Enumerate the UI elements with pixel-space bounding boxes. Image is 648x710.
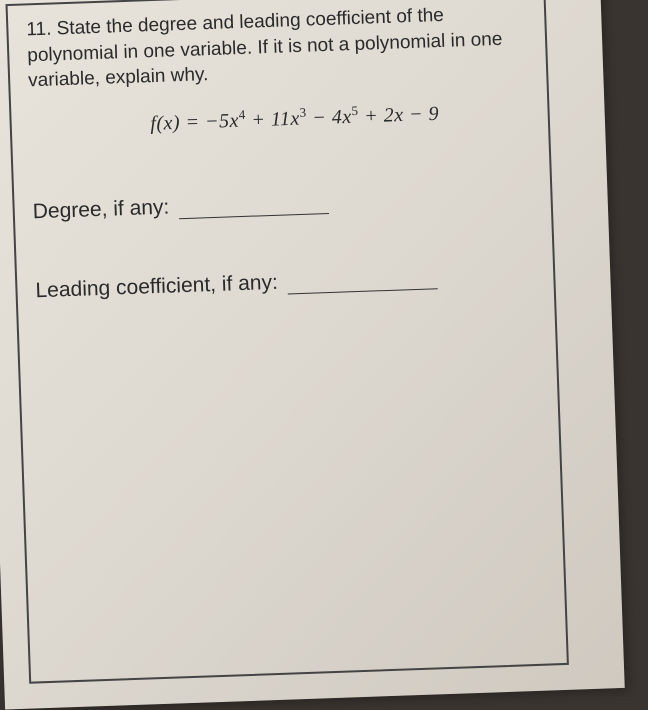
worksheet-paper: 11. State the degree and leading coeffic… <box>0 0 625 710</box>
polynomial-formula: f(x) = −5x4 + 11x3 − 4x5 + 2x − 9 <box>59 97 530 139</box>
leading-coef-answer-line: Leading coefficient, if any: <box>35 261 536 302</box>
leading-coef-label: Leading coefficient, if any: <box>35 270 278 301</box>
question-text-body: State the degree and leading coefficient… <box>27 5 503 92</box>
question-prompt: 11. State the degree and leading coeffic… <box>26 0 528 94</box>
problem-box: 11. State the degree and leading coeffic… <box>6 0 569 684</box>
degree-blank[interactable] <box>179 196 330 219</box>
degree-label: Degree, if any: <box>32 195 169 223</box>
leading-coef-blank[interactable] <box>287 271 438 294</box>
degree-answer-line: Degree, if any: <box>32 182 533 223</box>
question-number: 11. <box>26 19 52 41</box>
